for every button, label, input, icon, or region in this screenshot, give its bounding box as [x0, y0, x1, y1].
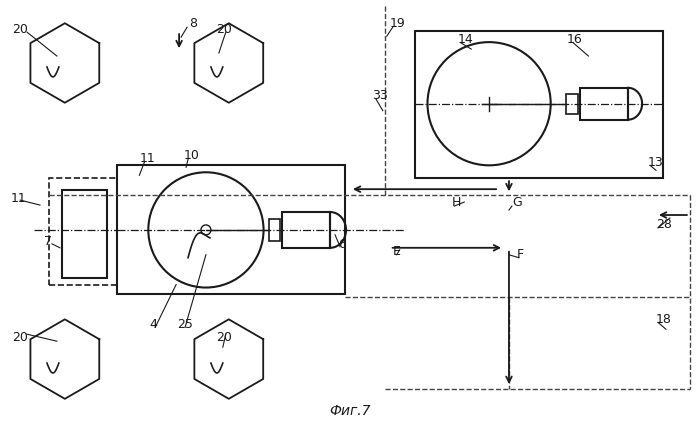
- Text: G: G: [512, 196, 521, 209]
- Bar: [117, 165, 345, 295]
- Bar: [565, 94, 577, 114]
- Text: H: H: [452, 196, 461, 209]
- Text: 33: 33: [372, 89, 388, 102]
- Text: 13: 13: [648, 156, 664, 169]
- Text: E: E: [393, 245, 401, 258]
- Text: 10: 10: [184, 149, 200, 162]
- Text: 19: 19: [390, 17, 405, 30]
- Text: 20: 20: [216, 331, 232, 344]
- Text: 14: 14: [457, 33, 473, 46]
- Bar: [62, 190, 106, 278]
- Text: Фиг.7: Фиг.7: [329, 404, 370, 418]
- Text: 8: 8: [189, 17, 197, 30]
- Text: 11: 11: [10, 192, 26, 205]
- Text: 28: 28: [656, 219, 672, 232]
- Bar: [415, 31, 663, 178]
- Text: 18: 18: [656, 313, 672, 326]
- Text: 7: 7: [44, 235, 52, 248]
- Bar: [579, 88, 628, 120]
- Text: 20: 20: [216, 23, 232, 36]
- Text: 20: 20: [12, 331, 28, 344]
- Text: 25: 25: [177, 318, 193, 331]
- Bar: [282, 212, 330, 248]
- Text: F: F: [517, 248, 524, 261]
- Text: 20: 20: [12, 23, 28, 36]
- Text: 4: 4: [150, 318, 157, 331]
- Text: 6: 6: [338, 238, 346, 251]
- Text: 11: 11: [139, 152, 155, 165]
- Bar: [49, 178, 117, 285]
- Bar: [268, 219, 280, 241]
- Text: 16: 16: [567, 33, 582, 46]
